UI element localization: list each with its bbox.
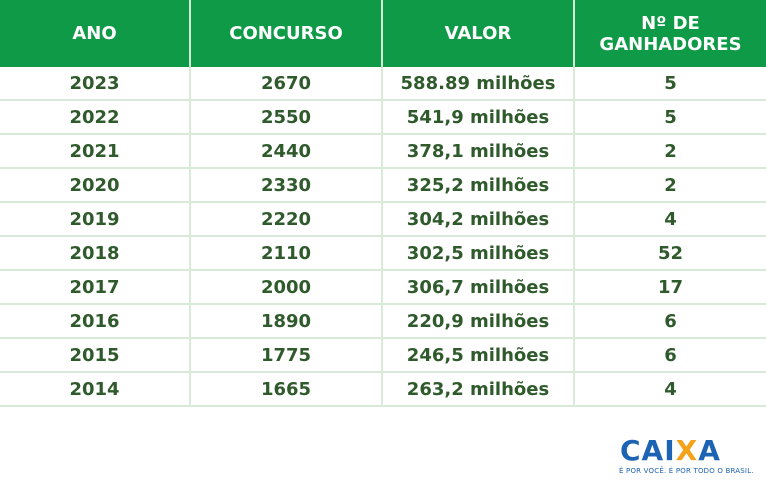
logo-word-main: CAI [620,434,676,467]
cell-ganhadores: 52 [657,242,684,264]
cell-concurso: 2440 [191,135,383,167]
cell-ganhadores: 2 [664,140,677,162]
table-row: 2023 2670 588.89 milhões 5 [0,67,766,101]
table-row: 2014 1665 263,2 milhões 4 [0,373,766,407]
cell-valor: 304,2 milhões [383,203,575,235]
table-row: 2017 2000 306,7 milhões 17 [0,271,766,305]
cell-concurso: 2000 [191,271,383,303]
cell-ganhadores: 6 [664,310,677,332]
cell-concurso: 2110 [191,237,383,269]
cell-ganhadores: 17 [657,276,684,298]
logo-word-x: X [675,434,699,467]
header-ganhadores: Nº DE GANHADORES [575,0,766,67]
cell-concurso: 2550 [191,101,383,133]
cell-ganhadores: 6 [664,344,677,366]
table-row: 2019 2220 304,2 milhões 4 [0,203,766,237]
table-header: ANO CONCURSO VALOR Nº DE GANHADORES [0,0,766,67]
header-valor: VALOR [383,0,575,67]
cell-concurso: 1665 [191,373,383,405]
cell-ano: 2022 [0,101,191,133]
cell-ganhadores: 4 [664,378,677,400]
header-ganhadores-line1: Nº DE [641,12,700,34]
table-body: 2023 2670 588.89 milhões 5 2022 2550 541… [0,67,766,407]
cell-ano: 2014 [0,373,191,405]
caixa-wordmark: CAIXA [620,434,721,467]
cell-valor: 306,7 milhões [383,271,575,303]
table-row: 2016 1890 220,9 milhões 6 [0,305,766,339]
cell-ano: 2017 [0,271,191,303]
cell-ganhadores: 5 [664,106,677,128]
header-ganhadores-line2: GANHADORES [599,33,742,55]
cell-ano: 2015 [0,339,191,371]
cell-valor: 263,2 milhões [383,373,575,405]
table-row: 2020 2330 325,2 milhões 2 [0,169,766,203]
cell-concurso: 1775 [191,339,383,371]
cell-valor: 302,5 milhões [383,237,575,269]
cell-valor: 588.89 milhões [383,67,575,99]
cell-valor: 325,2 milhões [383,169,575,201]
cell-concurso: 2670 [191,67,383,99]
cell-ano: 2021 [0,135,191,167]
cell-valor: 541,9 milhões [383,101,575,133]
header-ano: ANO [0,0,191,67]
cell-ano: 2023 [0,67,191,99]
table-row: 2022 2550 541,9 milhões 5 [0,101,766,135]
cell-concurso: 1890 [191,305,383,337]
results-table: ANO CONCURSO VALOR Nº DE GANHADORES [0,0,766,67]
cell-valor: 220,9 milhões [383,305,575,337]
cell-ano: 2020 [0,169,191,201]
header-concurso: CONCURSO [191,0,383,67]
cell-ano: 2016 [0,305,191,337]
cell-ano: 2018 [0,237,191,269]
table-row: 2015 1775 246,5 milhões 6 [0,339,766,373]
table-row: 2018 2110 302,5 milhões 52 [0,237,766,271]
caixa-logo: CAIXA É POR VOCÊ. É POR TODO O BRASIL. [618,434,754,478]
cell-ganhadores: 2 [664,174,677,196]
caixa-tagline: É POR VOCÊ. É POR TODO O BRASIL. [619,467,754,475]
logo-word-end: A [698,434,721,467]
cell-concurso: 2220 [191,203,383,235]
cell-ano: 2019 [0,203,191,235]
cell-valor: 246,5 milhões [383,339,575,371]
cell-valor: 378,1 milhões [383,135,575,167]
table-row: 2021 2440 378,1 milhões 2 [0,135,766,169]
cell-ganhadores: 5 [664,72,677,94]
cell-ganhadores: 4 [664,208,677,230]
cell-concurso: 2330 [191,169,383,201]
